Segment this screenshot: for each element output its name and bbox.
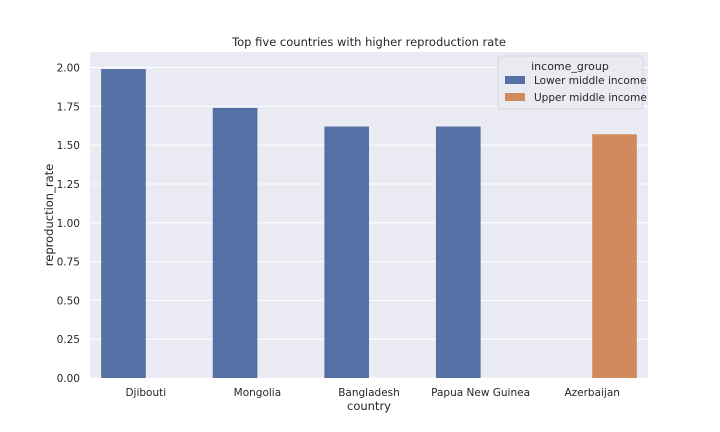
legend-title: income_group — [531, 60, 609, 73]
x-tick-label: Mongolia — [234, 387, 282, 399]
y-tick-label: 0.00 — [57, 373, 80, 385]
legend-swatch — [505, 93, 525, 101]
y-axis-label: reproduction_rate — [42, 164, 56, 266]
x-axis-ticks: Djibouti Mongolia Bangladesh Papua New Guin… — [125, 387, 620, 399]
y-tick-label: 1.00 — [57, 218, 80, 230]
y-tick-label: 0.25 — [57, 334, 80, 346]
bar-djibouti — [101, 69, 146, 379]
x-tick-label: Bangladesh — [338, 387, 400, 399]
x-axis-label: country — [347, 399, 391, 413]
bar-mongolia — [212, 107, 258, 378]
legend-label: Upper middle income — [534, 92, 647, 104]
y-tick-label: 1.50 — [57, 140, 80, 152]
legend: income_group Lower middle income Upper mi… — [497, 55, 647, 110]
bar-bangladesh — [324, 126, 369, 378]
bar-papua-new-guinea — [435, 126, 481, 378]
bar-azerbaijan — [592, 134, 637, 378]
y-tick-label: 0.75 — [57, 257, 80, 269]
y-tick-label: 2.00 — [57, 63, 80, 75]
y-tick-label: 1.25 — [57, 179, 80, 191]
chart-title: Top five countries with higher reproduct… — [231, 35, 506, 49]
x-tick-label: Papua New Guinea — [431, 387, 530, 399]
x-tick-label: Azerbaijan — [564, 387, 620, 399]
y-tick-label: 0.50 — [57, 295, 80, 307]
legend-box — [497, 55, 644, 110]
y-tick-label: 1.75 — [57, 101, 80, 113]
y-axis-ticks: 0.00 0.25 0.50 0.75 1.00 1.25 1.50 1.75 2.00 — [57, 63, 80, 385]
x-tick-label: Djibouti — [125, 387, 166, 399]
legend-label: Lower middle income — [534, 75, 646, 87]
bars — [101, 69, 637, 379]
legend-swatch — [505, 76, 525, 84]
